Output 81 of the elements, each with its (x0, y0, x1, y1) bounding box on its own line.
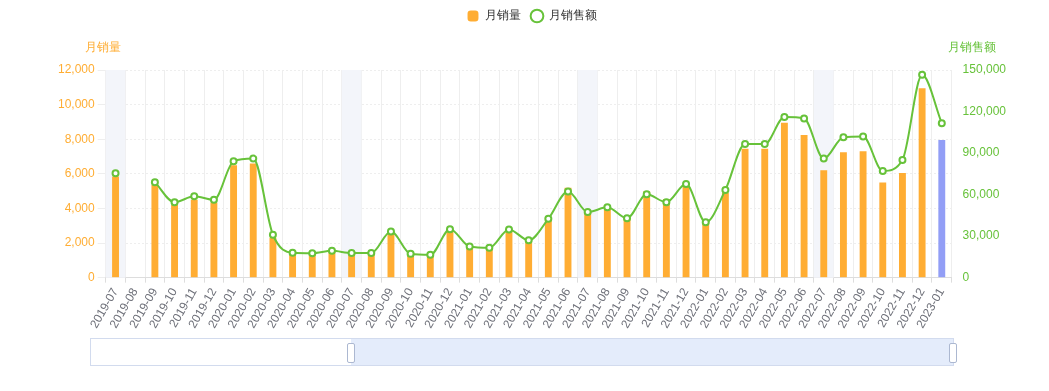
point (819, 154, 828, 163)
y2-tick-label: 30,000 (962, 228, 1000, 243)
point (485, 243, 494, 252)
point (839, 133, 848, 142)
point (918, 70, 927, 79)
bar (780, 122, 788, 278)
point (544, 214, 553, 223)
y2-tick-label: 120,000 (962, 103, 1007, 118)
bar (171, 204, 178, 278)
point (800, 114, 809, 123)
point (308, 249, 317, 258)
point (937, 119, 946, 128)
bar (741, 148, 749, 278)
point (859, 132, 868, 141)
bar (112, 176, 119, 278)
bar (643, 191, 651, 278)
point (623, 214, 632, 223)
legend-label: 月销售额 (549, 8, 597, 23)
y-tick-label: 6,000 (64, 166, 96, 181)
point (367, 249, 376, 258)
legend-label: 月销量 (485, 8, 521, 23)
bar (938, 140, 946, 278)
point (288, 248, 297, 257)
point (878, 167, 887, 176)
bar (761, 148, 769, 278)
y2-tick-label: 0 (962, 269, 970, 284)
point (524, 236, 533, 245)
bar (230, 165, 238, 278)
y2-tick-label: 90,000 (962, 145, 1000, 160)
bar (879, 182, 887, 278)
y-axis-title: 月销量 (84, 40, 121, 55)
y-tick-label: 2,000 (64, 235, 96, 250)
point (111, 169, 120, 178)
point (229, 157, 238, 166)
bar (820, 170, 828, 278)
y2-axis-title: 月销售额 (947, 40, 996, 55)
y2-tick-label: 60,000 (962, 186, 1000, 201)
y-tick-label: 4,000 (64, 200, 96, 215)
point (445, 225, 454, 234)
point (327, 246, 336, 255)
y-tick-label: 12,000 (58, 62, 96, 77)
point (170, 198, 179, 207)
point (721, 185, 730, 194)
bar (249, 163, 257, 278)
point (209, 195, 218, 204)
y-tick-label: 0 (88, 269, 96, 284)
point (504, 225, 513, 234)
point (642, 190, 651, 199)
bar (210, 202, 218, 278)
bar (269, 237, 277, 278)
point (150, 178, 159, 187)
point (386, 227, 395, 236)
bar (839, 152, 847, 278)
point (741, 140, 750, 149)
point (465, 242, 474, 251)
bar (918, 88, 926, 278)
bar (859, 151, 867, 278)
point (898, 155, 907, 164)
point (347, 249, 356, 258)
point (662, 198, 671, 207)
y2-tick-label: 150,000 (962, 62, 1007, 77)
point (583, 208, 592, 217)
point (268, 230, 277, 239)
point (249, 154, 258, 163)
bar (721, 192, 729, 278)
point (406, 249, 415, 258)
y-tick-label: 8,000 (64, 131, 96, 146)
point (701, 218, 710, 227)
bar (190, 199, 198, 278)
point (603, 203, 612, 212)
point (760, 140, 769, 149)
point (564, 187, 573, 196)
point (682, 180, 691, 189)
bar (151, 185, 159, 278)
point (190, 192, 199, 201)
bar (899, 172, 906, 278)
point (426, 250, 435, 259)
y-tick-label: 10,000 (58, 96, 96, 111)
point (780, 113, 789, 122)
bar (800, 134, 808, 278)
bar (525, 241, 533, 278)
